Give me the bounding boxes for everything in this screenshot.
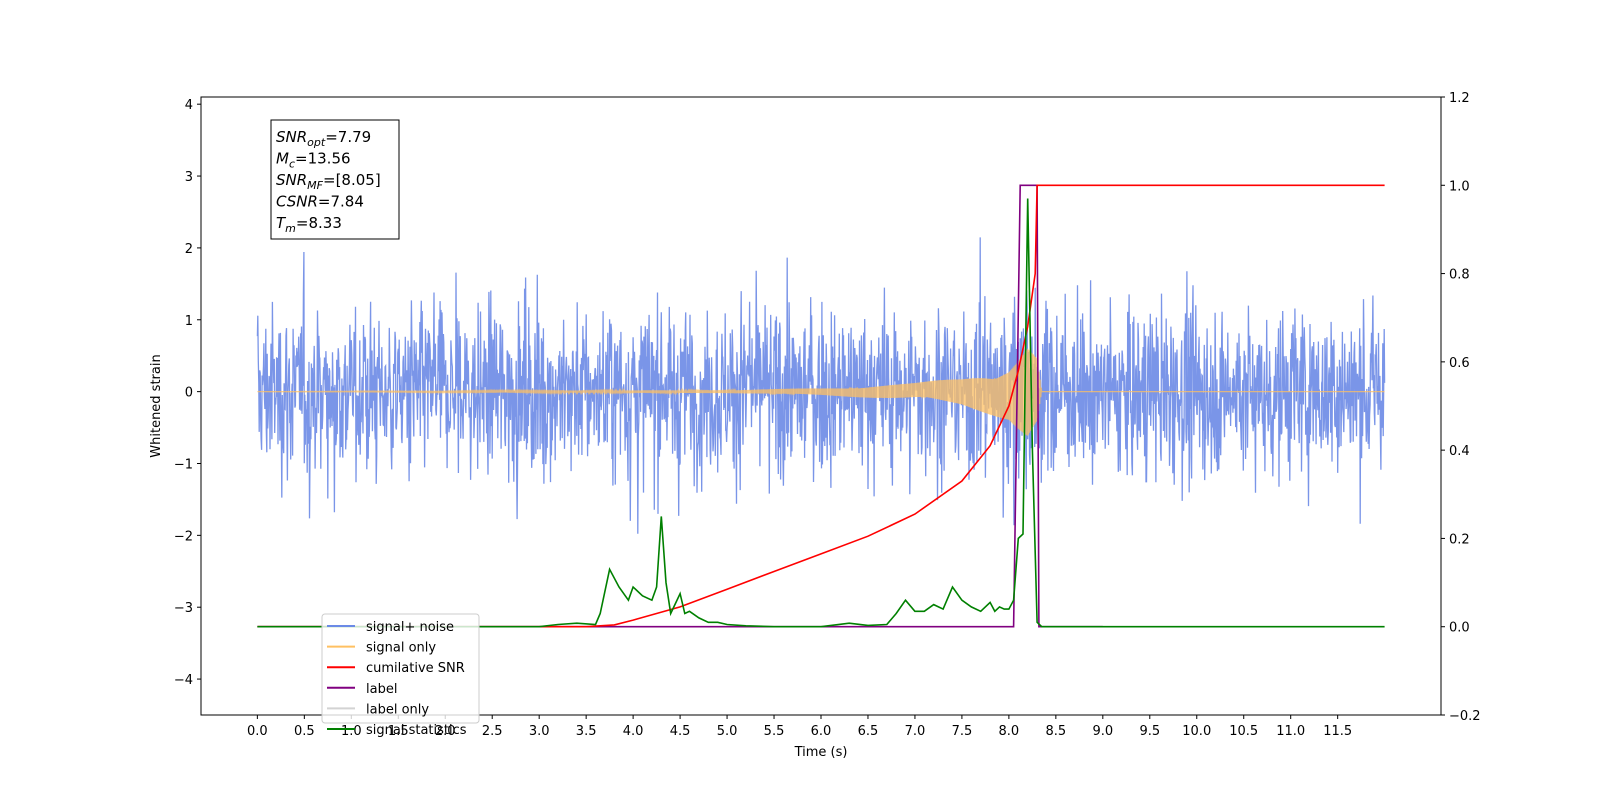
y2-tick-label: 1.2 — [1449, 91, 1470, 106]
stats-line: SNRMF=[8.05] — [276, 171, 381, 192]
x-tick-label: 5.5 — [764, 724, 785, 739]
series-signal-plus-noise-line — [256, 237, 1386, 534]
legend-label: signal statistics — [366, 723, 467, 738]
series-cumilative-snr-line — [257, 184, 1385, 628]
x-tick-label: 7.5 — [952, 724, 973, 739]
legend-frame — [321, 613, 480, 724]
x-tick-label: 11.0 — [1276, 724, 1305, 739]
x-axis-title: Time (s) — [794, 745, 848, 760]
x-tick-label: 9.5 — [1139, 724, 1160, 739]
y-tick-label: 1 — [185, 314, 193, 329]
y-tick-label: 3 — [185, 170, 193, 185]
y2-tick-label: 0.0 — [1449, 621, 1470, 636]
x-tick-label: 0.5 — [294, 724, 315, 739]
stats-line: SNRopt=7.79 — [276, 128, 371, 149]
stats-box-frame — [270, 119, 400, 240]
x-tick-label: 10.5 — [1229, 724, 1258, 739]
stats-line: CSNR=7.84 — [276, 193, 364, 211]
y-axis-right: −0.2 0.0 0.2 0.4 0.6 0.8 1.0 1.2 — [1441, 91, 1481, 724]
x-tick-label: 10.0 — [1182, 724, 1211, 739]
x-tick-label: 6.5 — [858, 724, 879, 739]
stats-box: SNRopt=7.79Mc=13.56SNRMF=[8.05]CSNR=7.84… — [270, 119, 400, 240]
y2-tick-label: 0.8 — [1449, 268, 1470, 283]
x-tick-label: 1.5 — [388, 724, 409, 739]
x-tick-label: 8.0 — [999, 724, 1020, 739]
y2-tick-label: −0.2 — [1449, 709, 1481, 724]
x-tick-label: 1.0 — [341, 724, 362, 739]
legend-label: label — [366, 682, 397, 697]
x-tick-label: 2.0 — [435, 724, 456, 739]
legend-label: label only — [366, 702, 429, 717]
legend: signal+ noise signal only cumilative SNR la… — [321, 613, 480, 738]
x-tick-label: 4.0 — [623, 724, 644, 739]
x-tick-label: 3.5 — [576, 724, 597, 739]
x-tick-label: 9.0 — [1092, 724, 1113, 739]
x-axis: 0.0 0.5 1.0 1.5 2.0 2.5 3.0 3.5 4.0 4.5 5.0 5.5 6.0 6… — [247, 715, 1352, 739]
legend-label: cumilative SNR — [366, 661, 465, 676]
y-tick-label: 2 — [185, 242, 193, 257]
stats-line: Tm=8.33 — [276, 214, 342, 235]
x-tick-label: 2.5 — [482, 724, 503, 739]
series-signal-statistics-line — [257, 198, 1385, 628]
x-tick-label: 0.0 — [247, 724, 268, 739]
y-tick-label: −2 — [174, 529, 193, 544]
x-tick-label: 7.0 — [905, 724, 926, 739]
x-tick-label: 8.5 — [1046, 724, 1067, 739]
y2-tick-label: 1.0 — [1449, 179, 1470, 194]
y-tick-label: −1 — [174, 457, 193, 472]
y-axis-title: Whitened strain — [149, 354, 164, 457]
y2-tick-label: 0.2 — [1449, 532, 1470, 547]
x-tick-label: 11.5 — [1323, 724, 1352, 739]
x-tick-label: 4.5 — [670, 724, 691, 739]
y-tick-label: 4 — [185, 98, 193, 113]
y-axis-left: −4 −3 −2 −1 0 1 2 3 4 — [174, 98, 201, 688]
legend-label: signal+ noise — [366, 620, 454, 635]
y-tick-label: −3 — [174, 601, 193, 616]
y2-tick-label: 0.6 — [1449, 356, 1470, 371]
x-tick-label: 3.0 — [529, 724, 550, 739]
stats-line: Mc=13.56 — [276, 150, 351, 171]
x-tick-label: 5.0 — [717, 724, 738, 739]
legend-label: signal only — [366, 641, 436, 656]
y2-tick-label: 0.4 — [1449, 444, 1470, 459]
y-tick-label: 0 — [185, 386, 193, 401]
series-signal-only-line — [257, 348, 1385, 436]
y-tick-label: −4 — [174, 673, 193, 688]
x-tick-label: 6.0 — [811, 724, 832, 739]
plot-area — [256, 184, 1386, 628]
